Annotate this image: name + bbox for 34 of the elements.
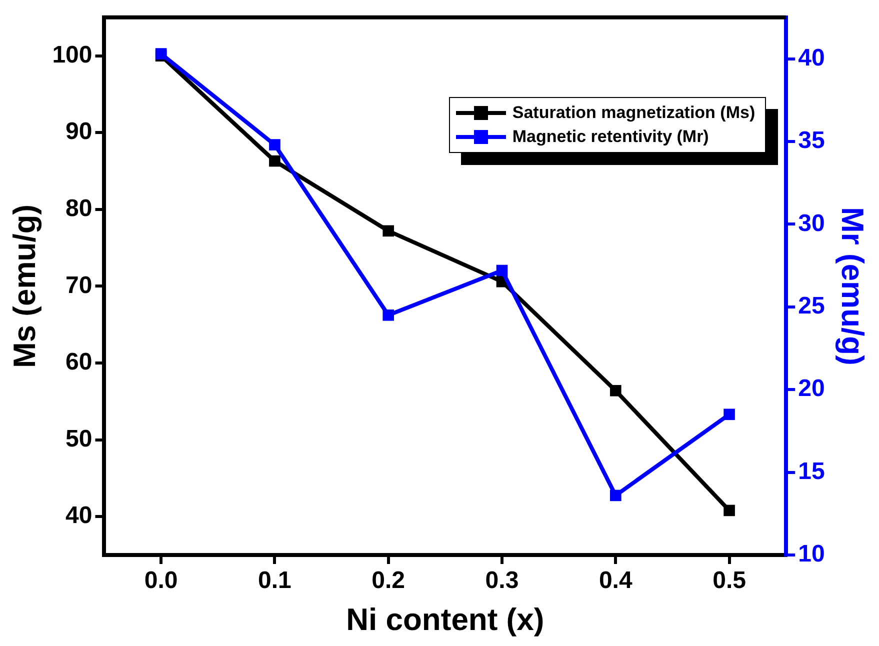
y2-tick-label: 30 bbox=[798, 210, 825, 237]
y2-tick-label: 15 bbox=[798, 458, 825, 485]
y-tick-label: 50 bbox=[66, 425, 92, 452]
x-tick-label: 0.4 bbox=[598, 567, 633, 594]
point bbox=[496, 264, 508, 276]
point bbox=[382, 309, 394, 321]
y2-axis-title: Mr (emu/g) bbox=[834, 206, 870, 366]
point bbox=[724, 504, 735, 516]
point bbox=[269, 155, 280, 167]
legend-label: Magnetic retentivity (Mr) bbox=[512, 127, 709, 148]
point bbox=[610, 490, 622, 502]
y2-tick-label: 20 bbox=[798, 375, 825, 402]
point bbox=[269, 139, 280, 150]
y2-tick-label: 10 bbox=[798, 540, 825, 568]
y2-tick-label: 40 bbox=[798, 44, 825, 72]
x-tick-label: 0.2 bbox=[372, 567, 406, 594]
x-tick-label: 0.5 bbox=[712, 567, 746, 594]
y-tick-label: 90 bbox=[66, 118, 92, 146]
y-tick-label: 60 bbox=[66, 348, 92, 376]
x-tick-label: 0.1 bbox=[258, 567, 292, 594]
y-tick-label: 40 bbox=[66, 502, 92, 530]
x-tick-label: 0.3 bbox=[485, 567, 519, 594]
y2-tick-label: 35 bbox=[798, 127, 825, 154]
y-tick-label: 100 bbox=[52, 41, 92, 68]
y-tick-label: 80 bbox=[66, 195, 92, 222]
legend-label: Saturation magnetization (Ms) bbox=[512, 103, 756, 124]
point bbox=[382, 225, 394, 237]
point bbox=[724, 408, 735, 420]
point bbox=[610, 384, 622, 396]
x-axis-title: Ni content (x) bbox=[346, 602, 544, 637]
y-tick-label: 70 bbox=[66, 272, 92, 299]
y-axis-title: Ms (emu/g) bbox=[7, 204, 42, 368]
y2-tick-label: 25 bbox=[798, 292, 825, 320]
x-tick-label: 0.0 bbox=[144, 567, 178, 594]
